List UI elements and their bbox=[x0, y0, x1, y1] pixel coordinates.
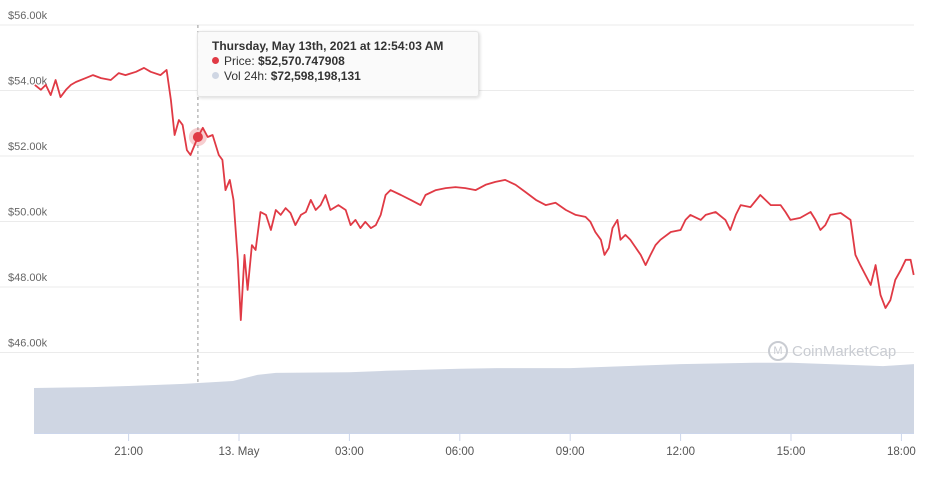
tooltip-volume-label: Vol 24h: bbox=[224, 69, 268, 83]
x-tick-label: 15:00 bbox=[777, 446, 806, 458]
tooltip-price-label: Price: bbox=[224, 54, 255, 68]
coinmarketcap-watermark: M CoinMarketCap bbox=[768, 341, 896, 361]
hover-marker bbox=[192, 132, 203, 143]
price-line bbox=[34, 67, 915, 322]
tooltip-title: Thursday, May 13th, 2021 at 12:54:03 AM bbox=[212, 39, 444, 53]
y-tick-label: $48.00k bbox=[8, 272, 48, 284]
x-tick-label: 13. May bbox=[219, 446, 260, 458]
x-tick-label: 18:00 bbox=[887, 446, 916, 458]
x-tick-label: 03:00 bbox=[335, 446, 364, 458]
volume-area bbox=[34, 362, 914, 433]
x-tick-label: 21:00 bbox=[114, 446, 143, 458]
watermark-text: CoinMarketCap bbox=[792, 342, 897, 360]
y-tick-label: $54.00k bbox=[8, 76, 48, 88]
x-tick-label: 12:00 bbox=[666, 446, 695, 458]
tooltip-volume-row: Vol 24h: $72,598,198,131 bbox=[212, 69, 478, 84]
volume-dot-icon bbox=[212, 72, 219, 79]
coinmarketcap-logo-icon: M bbox=[768, 341, 788, 361]
y-tick-label: $52.00k bbox=[8, 141, 48, 153]
y-tick-label: $46.00k bbox=[8, 338, 48, 350]
tooltip-volume-value: $72,598,198,131 bbox=[270, 69, 361, 83]
x-tick-label: 09:00 bbox=[556, 446, 585, 458]
x-tick-label: 06:00 bbox=[445, 446, 474, 458]
tooltip-price-value: $52,570.747908 bbox=[258, 54, 345, 68]
tooltip-price-row: Price: $52,570.747908 bbox=[212, 54, 478, 69]
price-dot-icon bbox=[212, 57, 219, 64]
y-tick-label: $50.00k bbox=[8, 207, 48, 219]
y-tick-label: $56.00k bbox=[8, 10, 48, 22]
tooltip: Thursday, May 13th, 2021 at 12:54:03 AM … bbox=[197, 31, 479, 97]
